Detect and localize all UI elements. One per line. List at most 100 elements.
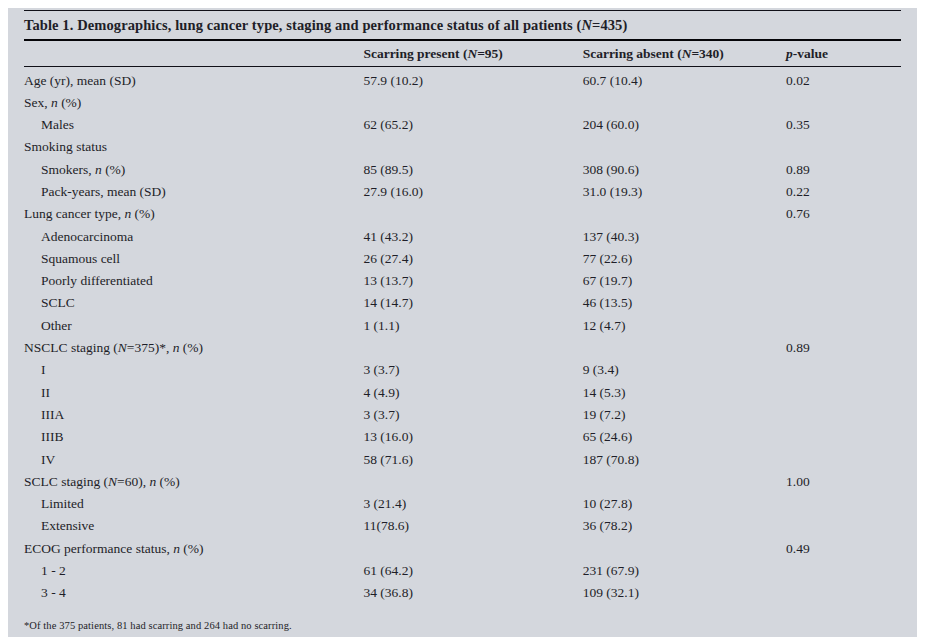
row-label: Poorly differentiated: [24, 270, 363, 292]
table-row: NSCLC staging (N=375)*, n (%)0.89: [24, 337, 901, 359]
scarring-absent-value: 137 (40.3): [583, 226, 786, 248]
row-label: ECOG performance status, n (%): [24, 538, 363, 560]
row-label: IV: [24, 449, 363, 471]
row-label: Lung cancer type, n (%): [24, 203, 363, 225]
table-row: SCLC staging (N=60), n (%)1.00: [24, 471, 901, 493]
p-value: [786, 92, 901, 114]
scarring-absent-value: 36 (78.2): [583, 515, 786, 537]
p-value: [786, 493, 901, 515]
table-row: Age (yr), mean (SD)57.9 (10.2)60.7 (10.4…: [24, 66, 901, 92]
header-scarring-absent: Scarring absent (N=340): [583, 41, 786, 67]
table-row: IV58 (71.6)187 (70.8): [24, 449, 901, 471]
scarring-absent-value: [583, 538, 786, 560]
p-value: [786, 382, 901, 404]
scarring-present-value: [363, 136, 582, 158]
p-value: [786, 404, 901, 426]
p-value: [786, 515, 901, 537]
table-row: Limited3 (21.4)10 (27.8): [24, 493, 901, 515]
table-row: Males62 (65.2)204 (60.0)0.35: [24, 114, 901, 136]
scarring-present-value: 13 (13.7): [363, 270, 582, 292]
scarring-absent-value: 204 (60.0): [583, 114, 786, 136]
row-label: II: [24, 382, 363, 404]
scarring-present-value: 85 (89.5): [363, 159, 582, 181]
row-label: IIIB: [24, 426, 363, 448]
table-row: IIIA3 (3.7)19 (7.2): [24, 404, 901, 426]
table-row: Lung cancer type, n (%) 0.76: [24, 203, 901, 225]
table-body: Age (yr), mean (SD)57.9 (10.2)60.7 (10.4…: [24, 66, 901, 605]
scarring-present-value: 13 (16.0): [363, 426, 582, 448]
page: Table 1. Demographics, lung cancer type,…: [0, 0, 925, 637]
p-value: [786, 315, 901, 337]
p-value: 0.49: [786, 538, 901, 560]
p-value: 0.76: [786, 203, 901, 225]
scarring-absent-value: 67 (19.7): [583, 270, 786, 292]
scarring-present-value: 26 (27.4): [363, 248, 582, 270]
table-row: IIIB13 (16.0)65 (24.6): [24, 426, 901, 448]
table-row: Smokers, n (%)85 (89.5)308 (90.6)0.89: [24, 159, 901, 181]
table-row: I3 (3.7)9 (3.4): [24, 359, 901, 381]
table-row: ECOG performance status, n (%) 0.49: [24, 538, 901, 560]
scarring-present-value: 57.9 (10.2): [363, 66, 582, 92]
scarring-absent-value: [583, 337, 786, 359]
row-label: Adenocarcinoma: [24, 226, 363, 248]
table-panel: Table 1. Demographics, lung cancer type,…: [8, 8, 917, 637]
scarring-absent-value: [583, 203, 786, 225]
scarring-present-value: 41 (43.2): [363, 226, 582, 248]
scarring-present-value: 34 (36.8): [363, 582, 582, 604]
p-value: [786, 248, 901, 270]
table-row: Poorly differentiated13 (13.7)67 (19.7): [24, 270, 901, 292]
p-value: [786, 560, 901, 582]
table-row: Extensive11(78.6)36 (78.2): [24, 515, 901, 537]
row-label: Squamous cell: [24, 248, 363, 270]
row-label: Sex, n (%): [24, 92, 363, 114]
table-row: Other1 (1.1)12 (4.7): [24, 315, 901, 337]
scarring-present-value: 62 (65.2): [363, 114, 582, 136]
scarring-absent-value: 77 (22.6): [583, 248, 786, 270]
row-label: SCLC: [24, 292, 363, 314]
table-title: Table 1. Demographics, lung cancer type,…: [24, 11, 901, 39]
row-label: SCLC staging (N=60), n (%): [24, 471, 363, 493]
p-value: [786, 359, 901, 381]
row-label: 1 - 2: [24, 560, 363, 582]
scarring-present-value: [363, 203, 582, 225]
p-value: [786, 292, 901, 314]
scarring-present-value: 3 (3.7): [363, 404, 582, 426]
row-label: IIIA: [24, 404, 363, 426]
scarring-absent-value: 109 (32.1): [583, 582, 786, 604]
p-value: 0.02: [786, 66, 901, 92]
table-row: Sex, n (%): [24, 92, 901, 114]
table-row: 3 - 434 (36.8)109 (32.1): [24, 582, 901, 604]
row-label: Limited: [24, 493, 363, 515]
table-row: 1 - 261 (64.2)231 (67.9): [24, 560, 901, 582]
table-row: Adenocarcinoma41 (43.2)137 (40.3): [24, 226, 901, 248]
table-row: SCLC14 (14.7)46 (13.5): [24, 292, 901, 314]
p-value: [786, 226, 901, 248]
p-value: 0.89: [786, 159, 901, 181]
scarring-present-value: 61 (64.2): [363, 560, 582, 582]
header-empty-cell: [24, 41, 363, 67]
table-row: Pack-years, mean (SD)27.9 (16.0)31.0 (19…: [24, 181, 901, 203]
scarring-absent-value: 19 (7.2): [583, 404, 786, 426]
p-value: [786, 426, 901, 448]
scarring-absent-value: 12 (4.7): [583, 315, 786, 337]
table-row: Smoking status: [24, 136, 901, 158]
scarring-absent-value: 9 (3.4): [583, 359, 786, 381]
scarring-absent-value: 65 (24.6): [583, 426, 786, 448]
p-value: [786, 449, 901, 471]
scarring-absent-value: 10 (27.8): [583, 493, 786, 515]
scarring-present-value: 1 (1.1): [363, 315, 582, 337]
scarring-absent-value: [583, 92, 786, 114]
p-value: 0.89: [786, 337, 901, 359]
p-value: 0.22: [786, 181, 901, 203]
scarring-absent-value: 60.7 (10.4): [583, 66, 786, 92]
scarring-absent-value: 14 (5.3): [583, 382, 786, 404]
scarring-absent-value: 308 (90.6): [583, 159, 786, 181]
row-label: Age (yr), mean (SD): [24, 66, 363, 92]
scarring-present-value: 14 (14.7): [363, 292, 582, 314]
header-p-value: p-value: [786, 41, 901, 67]
row-label: Other: [24, 315, 363, 337]
row-label: I: [24, 359, 363, 381]
scarring-present-value: 58 (71.6): [363, 449, 582, 471]
scarring-present-value: [363, 471, 582, 493]
table-row: II4 (4.9)14 (5.3): [24, 382, 901, 404]
